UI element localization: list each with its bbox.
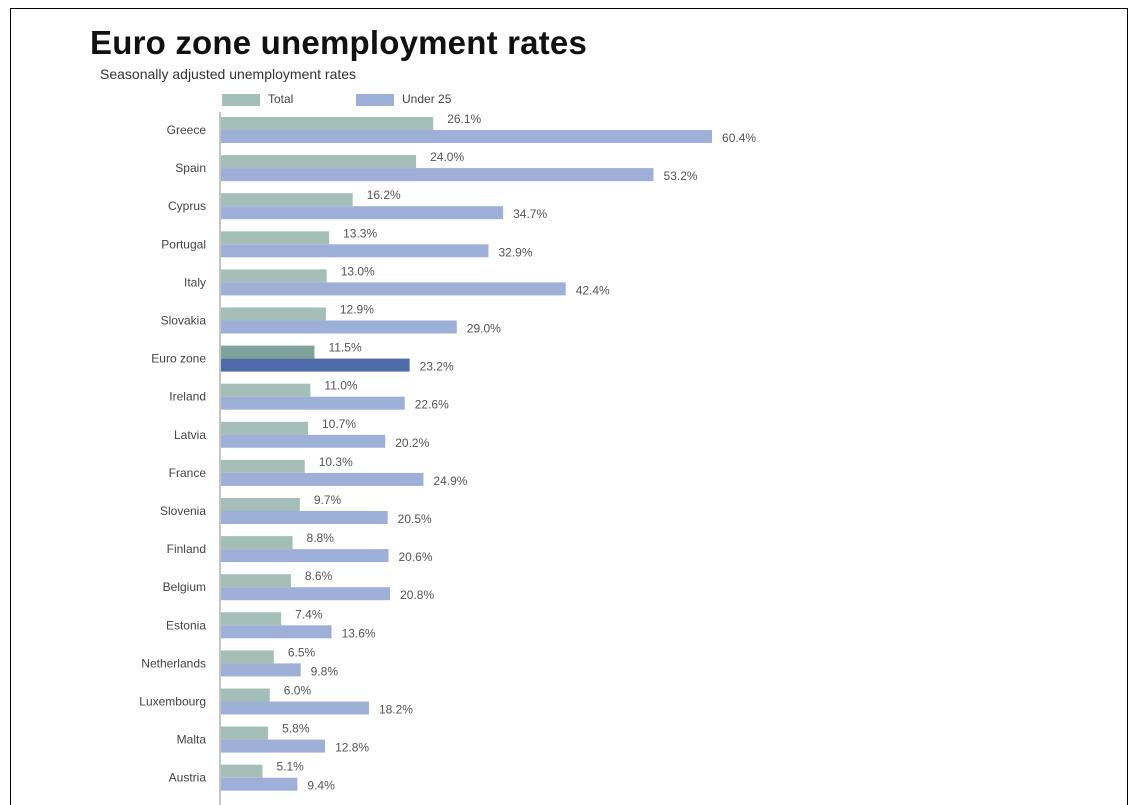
data-label-under-25-euro-zone: 23.2%	[420, 360, 454, 374]
category-label-france: France	[169, 466, 207, 480]
bar-under-25-estonia	[221, 625, 332, 639]
bar-total-slovenia	[221, 498, 300, 511]
legend: Total Under 25	[222, 92, 522, 108]
data-label-total-finland: 8.8%	[307, 531, 335, 545]
category-label-greece: Greece	[167, 123, 207, 137]
data-label-under-25-finland: 20.6%	[398, 550, 432, 564]
category-label-finland: Finland	[167, 542, 206, 556]
data-label-total-luxembourg: 6.0%	[284, 684, 312, 698]
data-label-under-25-luxembourg: 18.2%	[379, 703, 413, 717]
bar-total-belgium	[221, 574, 291, 588]
data-label-total-greece: 26.1%	[447, 112, 481, 126]
bar-total-euro-zone	[221, 345, 315, 359]
bar-total-estonia	[221, 612, 282, 626]
data-label-total-slovakia: 12.9%	[340, 303, 374, 317]
bar-total-netherlands	[221, 650, 274, 664]
category-label-ireland: Ireland	[169, 390, 206, 404]
bar-total-slovakia	[221, 307, 326, 321]
data-label-under-25-netherlands: 9.8%	[311, 664, 339, 678]
category-label-portugal: Portugal	[161, 237, 206, 251]
data-label-under-25-austria: 9.4%	[307, 779, 335, 793]
category-label-estonia: Estonia	[166, 618, 206, 632]
bar-under-25-belgium	[221, 587, 391, 601]
legend-label-total: Total	[268, 92, 294, 106]
bar-under-25-austria	[221, 777, 298, 791]
category-label-luxembourg: Luxembourg	[139, 695, 206, 709]
bar-under-25-latvia	[221, 434, 386, 448]
data-label-under-25-cyprus: 34.7%	[513, 207, 547, 221]
data-label-under-25-estonia: 13.6%	[342, 626, 376, 640]
chart-title: Euro zone unemployment rates	[90, 24, 588, 61]
category-label-belgium: Belgium	[163, 580, 206, 594]
bar-under-25-slovakia	[221, 320, 457, 334]
bar-under-25-france	[221, 472, 424, 486]
bar-total-ireland	[221, 383, 311, 397]
legend-swatch-total	[222, 94, 260, 106]
data-label-under-25-latvia: 20.2%	[395, 436, 429, 450]
category-label-malta: Malta	[177, 733, 207, 747]
data-label-total-austria: 5.1%	[276, 760, 304, 774]
bar-total-luxembourg	[221, 688, 270, 702]
bar-under-25-euro-zone	[221, 358, 410, 372]
data-label-under-25-belgium: 20.8%	[400, 588, 434, 602]
data-label-under-25-ireland: 22.6%	[415, 398, 449, 412]
category-label-austria: Austria	[169, 771, 207, 785]
data-label-under-25-france: 24.9%	[433, 474, 467, 488]
data-label-total-netherlands: 6.5%	[288, 645, 316, 659]
category-label-italy: Italy	[184, 275, 206, 289]
data-label-total-cyprus: 16.2%	[367, 188, 401, 202]
bar-under-25-malta	[221, 739, 326, 753]
bar-under-25-netherlands	[221, 663, 301, 677]
data-label-under-25-greece: 60.4%	[722, 131, 756, 145]
bar-total-malta	[221, 726, 269, 740]
data-label-under-25-italy: 42.4%	[576, 283, 610, 297]
data-label-total-euro-zone: 11.5%	[328, 341, 361, 355]
bar-under-25-spain	[221, 168, 654, 182]
data-label-total-belgium: 8.6%	[305, 569, 333, 583]
data-label-total-ireland: 11.0%	[324, 379, 357, 393]
data-label-total-italy: 13.0%	[341, 264, 375, 278]
bar-under-25-finland	[221, 549, 389, 563]
bar-total-portugal	[221, 231, 330, 245]
bar-under-25-slovenia	[221, 511, 388, 524]
bar-total-spain	[221, 155, 417, 169]
bar-total-cyprus	[221, 193, 353, 207]
data-label-under-25-slovenia: 20.5%	[398, 512, 432, 526]
bar-total-italy	[221, 269, 327, 283]
data-label-total-france: 10.3%	[319, 455, 353, 469]
data-label-under-25-malta: 12.8%	[335, 741, 369, 755]
data-label-total-estonia: 7.4%	[295, 607, 323, 621]
chart-subtitle: Seasonally adjusted unemployment rates	[100, 66, 357, 82]
bar-total-france	[221, 459, 305, 473]
bar-under-25-portugal	[221, 244, 489, 258]
data-label-total-portugal: 13.3%	[343, 226, 377, 240]
bar-total-finland	[221, 536, 293, 550]
bar-total-greece	[221, 117, 434, 130]
data-label-under-25-spain: 53.2%	[664, 169, 698, 183]
bar-under-25-ireland	[221, 396, 405, 410]
data-label-under-25-portugal: 32.9%	[498, 245, 532, 259]
bar-under-25-cyprus	[221, 206, 504, 220]
category-label-slovakia: Slovakia	[161, 314, 207, 328]
legend-swatch-under-25	[356, 94, 394, 106]
data-label-total-spain: 24.0%	[430, 150, 464, 164]
bar-under-25-luxembourg	[221, 701, 369, 715]
data-label-total-malta: 5.8%	[282, 722, 310, 736]
bar-total-austria	[221, 764, 263, 778]
data-label-under-25-slovakia: 29.0%	[467, 322, 501, 336]
category-label-spain: Spain	[175, 161, 206, 175]
bar-under-25-greece	[221, 130, 713, 143]
category-label-euro-zone: Euro zone	[151, 352, 206, 366]
category-label-latvia: Latvia	[174, 428, 206, 442]
bar-under-25-italy	[221, 282, 566, 296]
data-label-total-latvia: 10.7%	[322, 417, 356, 431]
category-label-netherlands: Netherlands	[141, 656, 206, 670]
legend-label-under-25: Under 25	[402, 92, 452, 106]
category-label-cyprus: Cyprus	[168, 199, 206, 213]
data-label-total-slovenia: 9.7%	[314, 493, 342, 507]
bar-total-latvia	[221, 421, 308, 435]
category-label-slovenia: Slovenia	[160, 504, 206, 518]
